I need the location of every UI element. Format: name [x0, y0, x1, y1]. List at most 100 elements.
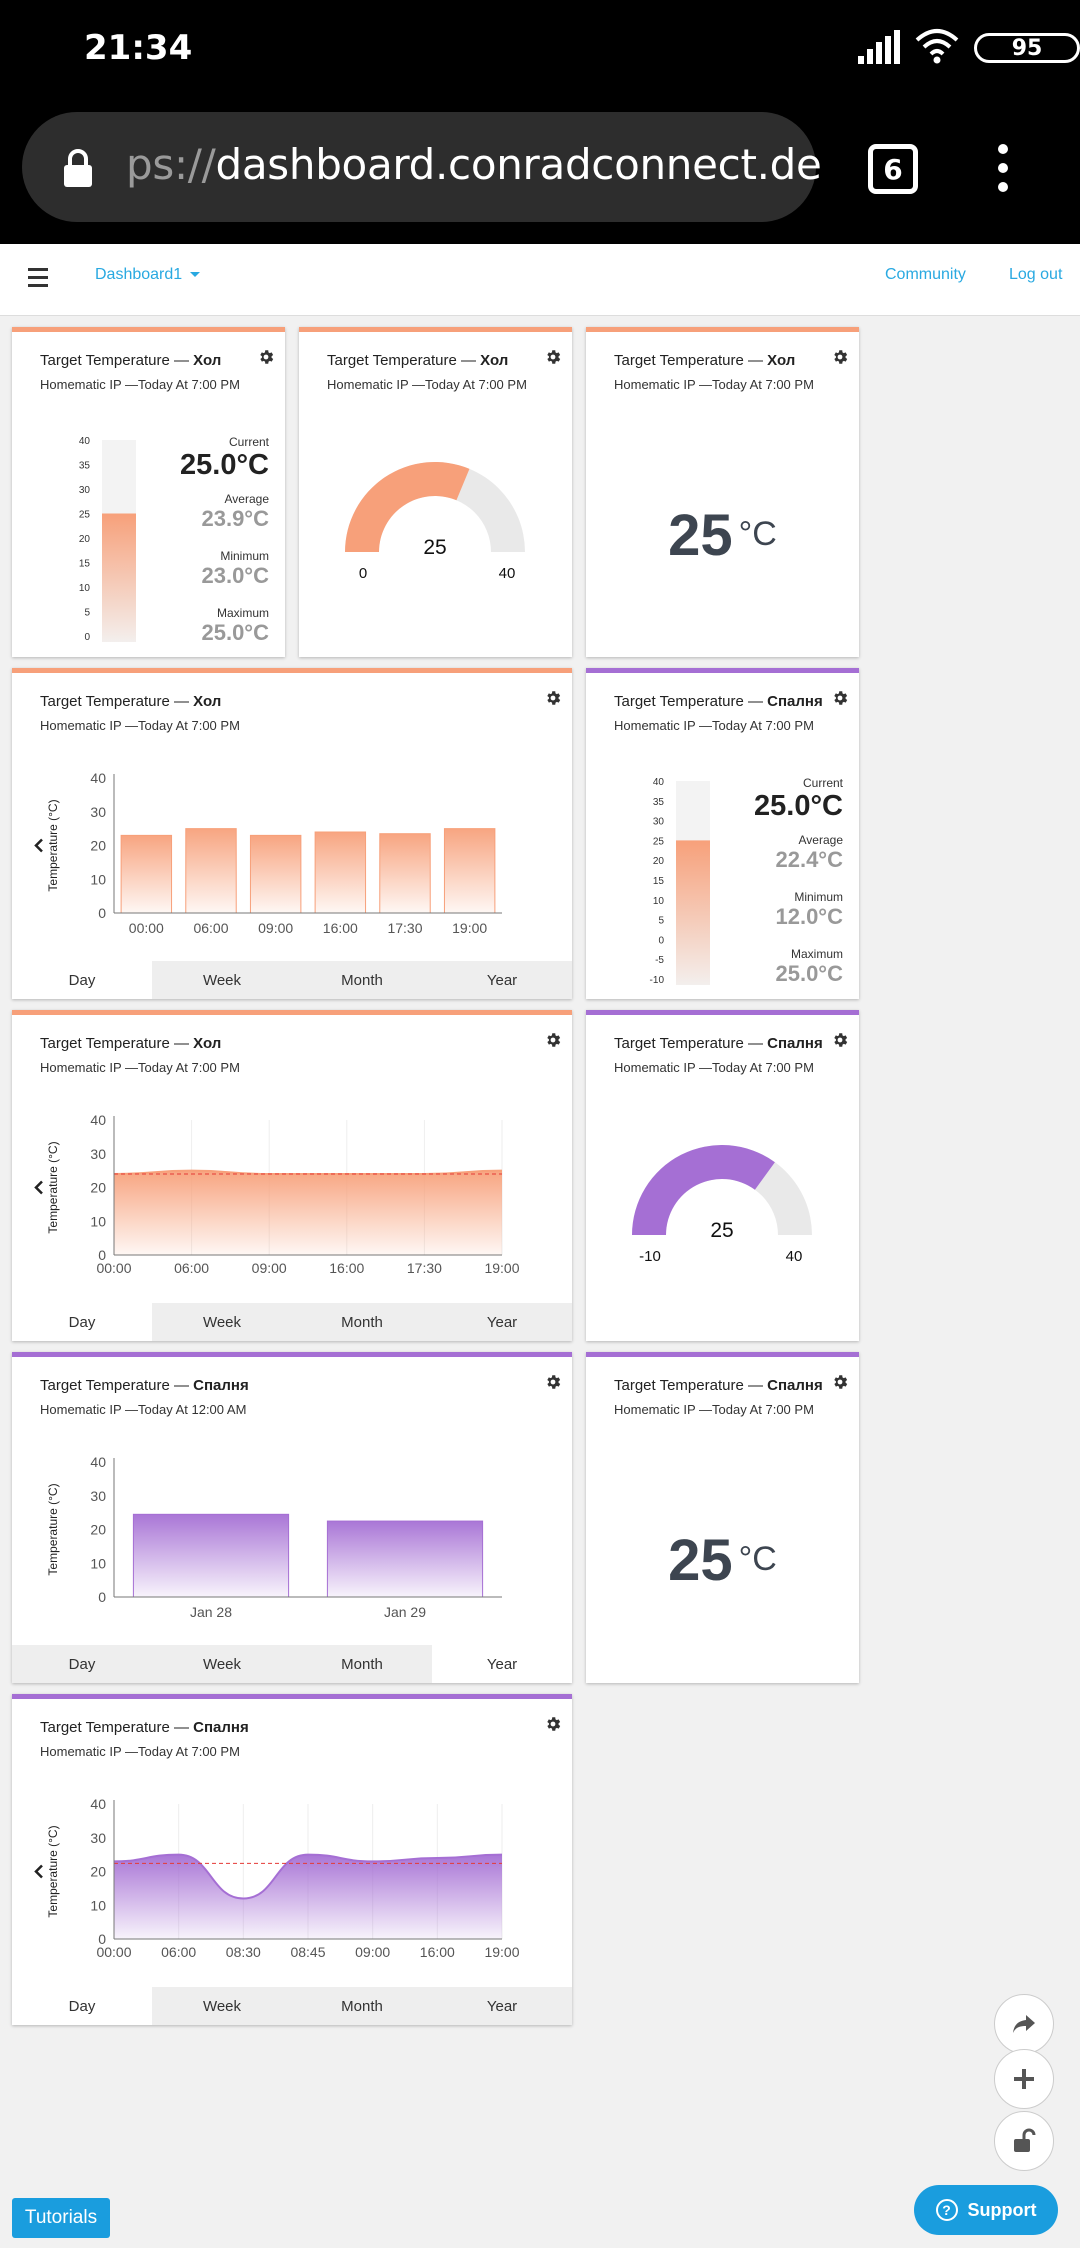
series-line	[113, 1169, 503, 1175]
gear-icon[interactable]	[831, 689, 849, 712]
support-button[interactable]: ? Support	[914, 2185, 1058, 2235]
minimum-value: 12.0°C	[775, 904, 843, 929]
x-tick-label: 09:00	[355, 1944, 390, 1960]
gear-icon[interactable]	[544, 1715, 562, 1738]
tab-year[interactable]: Year	[432, 1645, 572, 1683]
widget-gauge: Target Temperature — Спалня Homematic IP…	[586, 1010, 859, 1341]
scale-tick-label: 5	[84, 608, 90, 619]
address-bar[interactable]: ps://dashboard.conradconnect.de	[22, 112, 822, 222]
bar	[326, 1520, 484, 1598]
gauge-min-label: 0	[359, 565, 367, 582]
x-tick-label: 19:00	[484, 1260, 519, 1276]
tutorials-button[interactable]: Tutorials	[12, 2198, 110, 2238]
gear-icon[interactable]	[544, 1373, 562, 1396]
gauge-value: 25	[423, 536, 446, 559]
temperature-readout: 25 °C	[668, 503, 777, 568]
x-tick-label: 19:00	[484, 1944, 519, 1960]
y-tick-label: 20	[90, 1180, 106, 1196]
tab-week[interactable]: Week	[152, 1303, 292, 1341]
help-icon: ?	[935, 2199, 958, 2221]
tab-day[interactable]: Day	[12, 1987, 152, 2025]
bar	[249, 834, 302, 914]
gauge-value: 25	[710, 1219, 733, 1242]
y-tick-label: 10	[90, 1897, 106, 1913]
bar	[132, 1513, 290, 1598]
tab-year[interactable]: Year	[432, 1303, 572, 1341]
scale-tick-label: 15	[653, 876, 665, 887]
y-tick-label: 0	[98, 1247, 106, 1263]
x-tick-label: Jan 28	[190, 1604, 232, 1620]
gauge-max-label: 40	[786, 1248, 803, 1265]
tab-switcher-button[interactable]: 6	[868, 144, 918, 194]
tab-day[interactable]: Day	[12, 1645, 152, 1683]
gear-icon[interactable]	[257, 348, 275, 371]
widget-subtitle: Homematic IP —Today At 7:00 PM	[614, 718, 814, 733]
scale-tick-label: 20	[79, 534, 91, 545]
chevron-left-icon[interactable]	[34, 1180, 43, 1195]
y-tick-label: 30	[90, 804, 106, 820]
clock: 21:34	[84, 28, 193, 68]
scale-tick-label: 25	[79, 510, 91, 521]
temperature-area-chart: Temperature (°C) 0 10 20 30 40 00:00 06:00 08:30…	[12, 1794, 572, 1984]
tab-week[interactable]: Week	[152, 1987, 292, 2025]
thermometer-fill	[102, 513, 136, 642]
y-tick-label: 0	[98, 1931, 106, 1947]
share-button[interactable]	[994, 1994, 1054, 2054]
x-tick-label: 00:00	[129, 920, 164, 936]
tab-week[interactable]: Week	[152, 1645, 292, 1683]
y-tick-label: 10	[90, 871, 106, 887]
gear-icon[interactable]	[831, 1031, 849, 1054]
url-text: ps://dashboard.conradconnect.de	[126, 140, 822, 189]
temperature-bar-chart: Temperature (°C) 0 10 20 30 40 Jan 28 Jan 29	[12, 1452, 572, 1642]
x-tick-label: 08:45	[290, 1944, 325, 1960]
x-tick-label: 16:00	[323, 920, 358, 936]
tab-year[interactable]: Year	[432, 961, 572, 999]
x-tick-label: 17:30	[407, 1260, 442, 1276]
scale-tick-label: -10	[650, 975, 665, 986]
gauge-fill	[345, 462, 470, 552]
thermometer-fill	[676, 840, 710, 985]
browser-toolbar: ps://dashboard.conradconnect.de 6	[0, 100, 1080, 244]
chevron-left-icon[interactable]	[34, 1864, 43, 1879]
tab-day[interactable]: Day	[12, 1303, 152, 1341]
bar	[379, 833, 431, 914]
hamburger-menu-icon[interactable]	[28, 268, 48, 292]
tab-month[interactable]: Month	[292, 961, 432, 999]
logout-link[interactable]: Log out	[1009, 266, 1063, 283]
add-widget-button[interactable]	[994, 2049, 1054, 2109]
share-icon	[1013, 2015, 1035, 2033]
gear-icon[interactable]	[544, 348, 562, 371]
dashboard-selector[interactable]: Dashboard1	[95, 266, 201, 284]
tab-month[interactable]: Month	[292, 1303, 432, 1341]
x-tick-label: Jan 29	[384, 1604, 426, 1620]
scale-tick-label: 35	[79, 461, 91, 472]
temperature-area-chart: Temperature (°C) 0 10 20 30 40 00:00 06:00 09:00…	[12, 1110, 572, 1300]
gear-icon[interactable]	[831, 1373, 849, 1396]
scale-tick-label: 10	[653, 896, 665, 907]
tab-month[interactable]: Month	[292, 1645, 432, 1683]
y-tick-label: 40	[90, 1454, 106, 1470]
y-tick-label: 0	[98, 1589, 106, 1605]
tab-week[interactable]: Week	[152, 961, 292, 999]
x-tick-label: 00:00	[96, 1260, 131, 1276]
scale-tick-label: 5	[658, 916, 664, 927]
x-tick-label: 16:00	[329, 1260, 364, 1276]
overflow-menu-icon[interactable]	[990, 144, 1016, 200]
tab-day[interactable]: Day	[12, 961, 152, 999]
chevron-left-icon[interactable]	[34, 838, 43, 853]
gear-icon[interactable]	[544, 1031, 562, 1054]
series-line	[113, 1853, 503, 1900]
gear-icon[interactable]	[544, 689, 562, 712]
scale-tick-label: 20	[653, 856, 665, 867]
x-tick-label: 00:00	[96, 1944, 131, 1960]
unlock-button[interactable]	[994, 2111, 1054, 2171]
tab-year[interactable]: Year	[432, 1987, 572, 2025]
bar	[443, 828, 496, 914]
widget-bar-chart: Target Temperature — Хол Homematic IP —T…	[12, 668, 572, 999]
widget-subtitle: Homematic IP —Today At 7:00 PM	[40, 1060, 240, 1075]
tab-month[interactable]: Month	[292, 1987, 432, 2025]
gear-icon[interactable]	[831, 348, 849, 371]
x-tick-label: 06:00	[174, 1260, 209, 1276]
widget-subtitle: Homematic IP —Today At 7:00 PM	[614, 1402, 814, 1417]
community-link[interactable]: Community	[885, 266, 966, 283]
